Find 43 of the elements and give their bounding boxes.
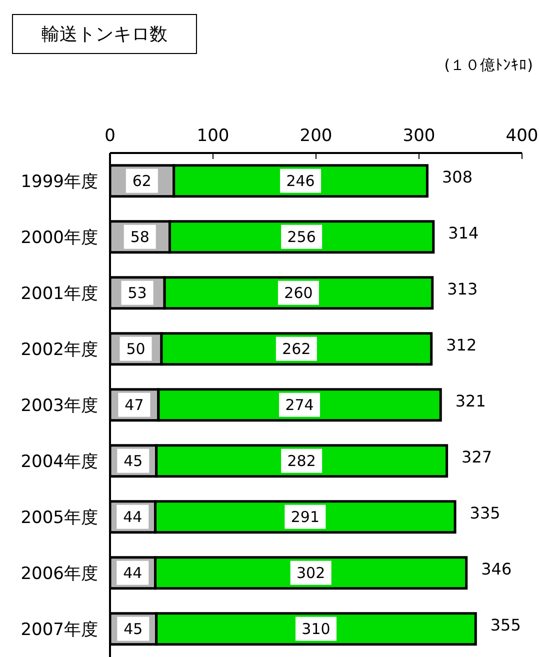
data-label: 310 (302, 620, 330, 638)
y-tick-label: 2000年度 (20, 228, 98, 248)
total-label: 313 (447, 279, 478, 298)
data-label: 53 (128, 284, 147, 302)
data-label: 274 (285, 396, 314, 414)
text: (１０億ﾄﾝｷﾛ) (444, 56, 533, 75)
data-label: 260 (284, 284, 313, 302)
y-tick-label: 2001年度 (20, 284, 98, 304)
total-label: 355 (490, 615, 521, 634)
chart-title: 輸送トンキロ数 (12, 14, 197, 54)
total-label: 327 (462, 447, 492, 466)
total-label: 321 (455, 391, 486, 410)
data-label: 47 (124, 396, 144, 414)
data-label: 44 (123, 564, 142, 582)
data-label: 58 (130, 228, 150, 246)
data-label: 45 (124, 452, 143, 470)
y-tick-label: 2007年度 (20, 620, 98, 640)
total-label: 346 (481, 559, 512, 578)
y-tick-label: 2006年度 (20, 564, 98, 584)
data-label: 50 (126, 340, 146, 358)
total-label: 308 (442, 167, 473, 186)
total-label: 314 (448, 223, 479, 242)
y-tick-label: 2003年度 (20, 396, 98, 416)
y-tick-label: 1999年度 (20, 172, 98, 192)
data-label: 44 (123, 508, 142, 526)
x-tick-label: 400 (506, 126, 538, 146)
data-label: 302 (296, 564, 326, 582)
x-tick-label: 100 (196, 126, 230, 146)
data-label: 256 (287, 228, 316, 246)
x-tick-label: 300 (402, 126, 436, 146)
data-label: 246 (286, 172, 315, 190)
x-tick-label: 0 (104, 126, 116, 146)
data-label: 62 (132, 172, 152, 190)
y-tick-label: 2005年度 (20, 508, 98, 528)
total-label: 312 (446, 335, 477, 354)
data-label: 282 (287, 452, 316, 470)
y-tick-label: 2002年度 (20, 340, 98, 360)
x-tick-label: 200 (300, 126, 332, 146)
data-label: 45 (124, 620, 143, 638)
y-tick-label: 2004年度 (20, 452, 98, 472)
total-label: 335 (470, 503, 500, 522)
data-label: 262 (282, 340, 311, 358)
data-label: 291 (290, 508, 320, 526)
